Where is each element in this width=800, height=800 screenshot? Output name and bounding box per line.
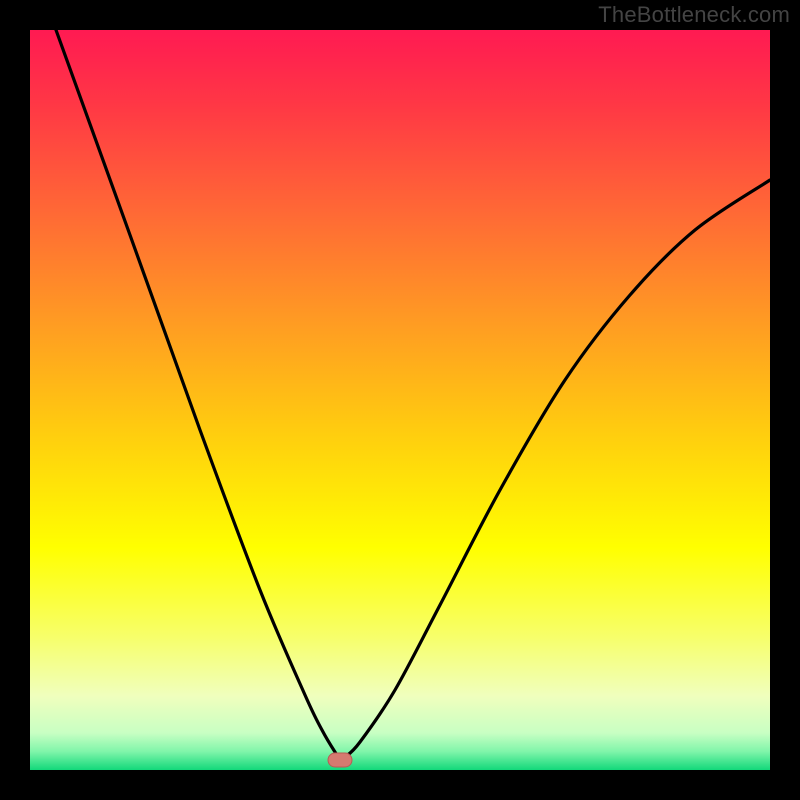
chart-root: TheBottleneck.com xyxy=(0,0,800,800)
watermark-text: TheBottleneck.com xyxy=(598,2,790,28)
bottleneck-chart xyxy=(0,0,800,800)
optimal-point-marker xyxy=(328,753,352,767)
plot-background xyxy=(30,30,770,770)
